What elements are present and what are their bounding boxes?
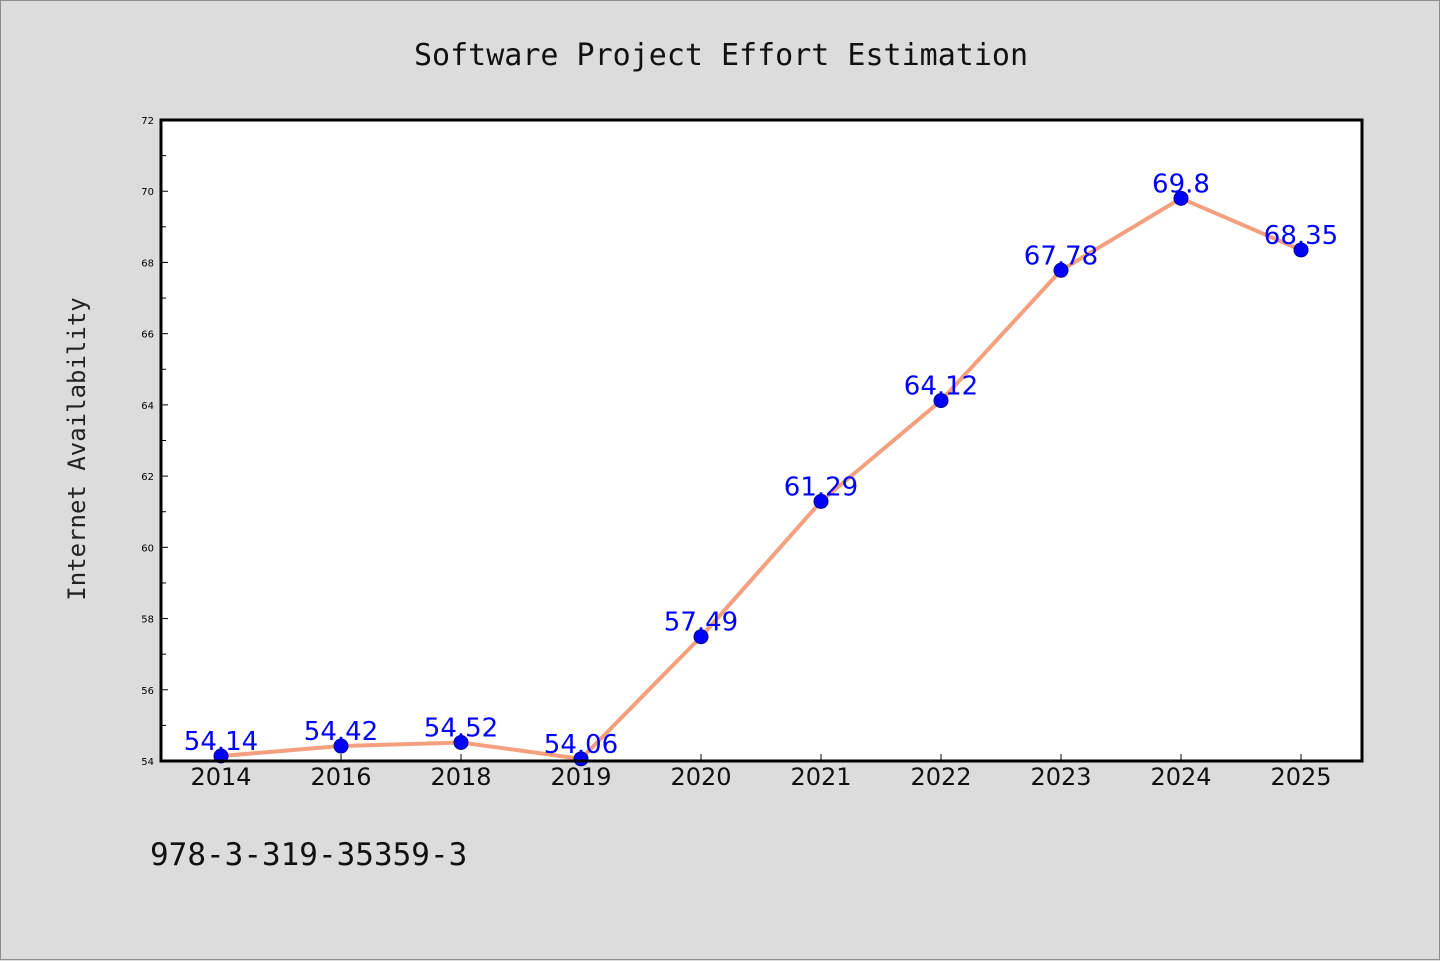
y-tick-label: 72 xyxy=(141,116,154,127)
data-point xyxy=(453,734,469,750)
data-point xyxy=(1293,242,1309,258)
data-point xyxy=(333,738,349,754)
y-tick-label: 68 xyxy=(141,258,154,269)
plot-frame xyxy=(159,118,1364,763)
data-label: 67.78 xyxy=(1024,241,1098,271)
data-label: 54.14 xyxy=(184,727,258,757)
x-tick-label: 2020 xyxy=(670,763,731,791)
data-label: 61.29 xyxy=(784,472,858,502)
data-point xyxy=(1053,262,1069,278)
data-label: 54.06 xyxy=(544,730,618,760)
y-tick-label: 62 xyxy=(141,472,154,483)
x-tick-label: 2016 xyxy=(310,763,371,791)
x-tick-label: 2023 xyxy=(1030,763,1091,791)
data-point xyxy=(693,629,709,645)
data-label: 64.12 xyxy=(904,372,978,402)
chart-title: Software Project Effort Estimation xyxy=(414,38,1028,73)
x-tick-label: 2019 xyxy=(550,763,611,791)
x-tick-label: 2024 xyxy=(1150,763,1211,791)
x-tick-label: 2018 xyxy=(430,763,491,791)
x-tick-label: 2021 xyxy=(790,763,851,791)
y-tick-label: 60 xyxy=(141,543,154,554)
data-point xyxy=(1173,190,1189,206)
data-point xyxy=(933,393,949,409)
data-label: 57.49 xyxy=(664,608,738,638)
y-tick-label: 58 xyxy=(141,615,154,626)
data-label: 54.52 xyxy=(424,713,498,743)
y-tick-label: 70 xyxy=(141,187,154,198)
x-tick-label: 2025 xyxy=(1270,763,1331,791)
data-label: 54.42 xyxy=(304,717,378,747)
series-line xyxy=(220,196,1302,761)
y-tick-label: 54 xyxy=(141,757,154,768)
x-tick-label: 2014 xyxy=(190,763,251,791)
plot-area xyxy=(161,120,1362,761)
x-tick-label: 2022 xyxy=(910,763,971,791)
y-tick-label: 64 xyxy=(141,401,154,412)
data-label: 68.35 xyxy=(1264,221,1338,251)
y-tick-label: 66 xyxy=(141,330,154,341)
y-tick-label: 56 xyxy=(141,686,154,697)
data-point xyxy=(813,493,829,509)
data-label: 69.8 xyxy=(1152,169,1210,199)
y-axis-label: Internet Availability xyxy=(63,297,91,600)
footer-isbn: 978-3-319-35359-3 xyxy=(150,837,467,873)
